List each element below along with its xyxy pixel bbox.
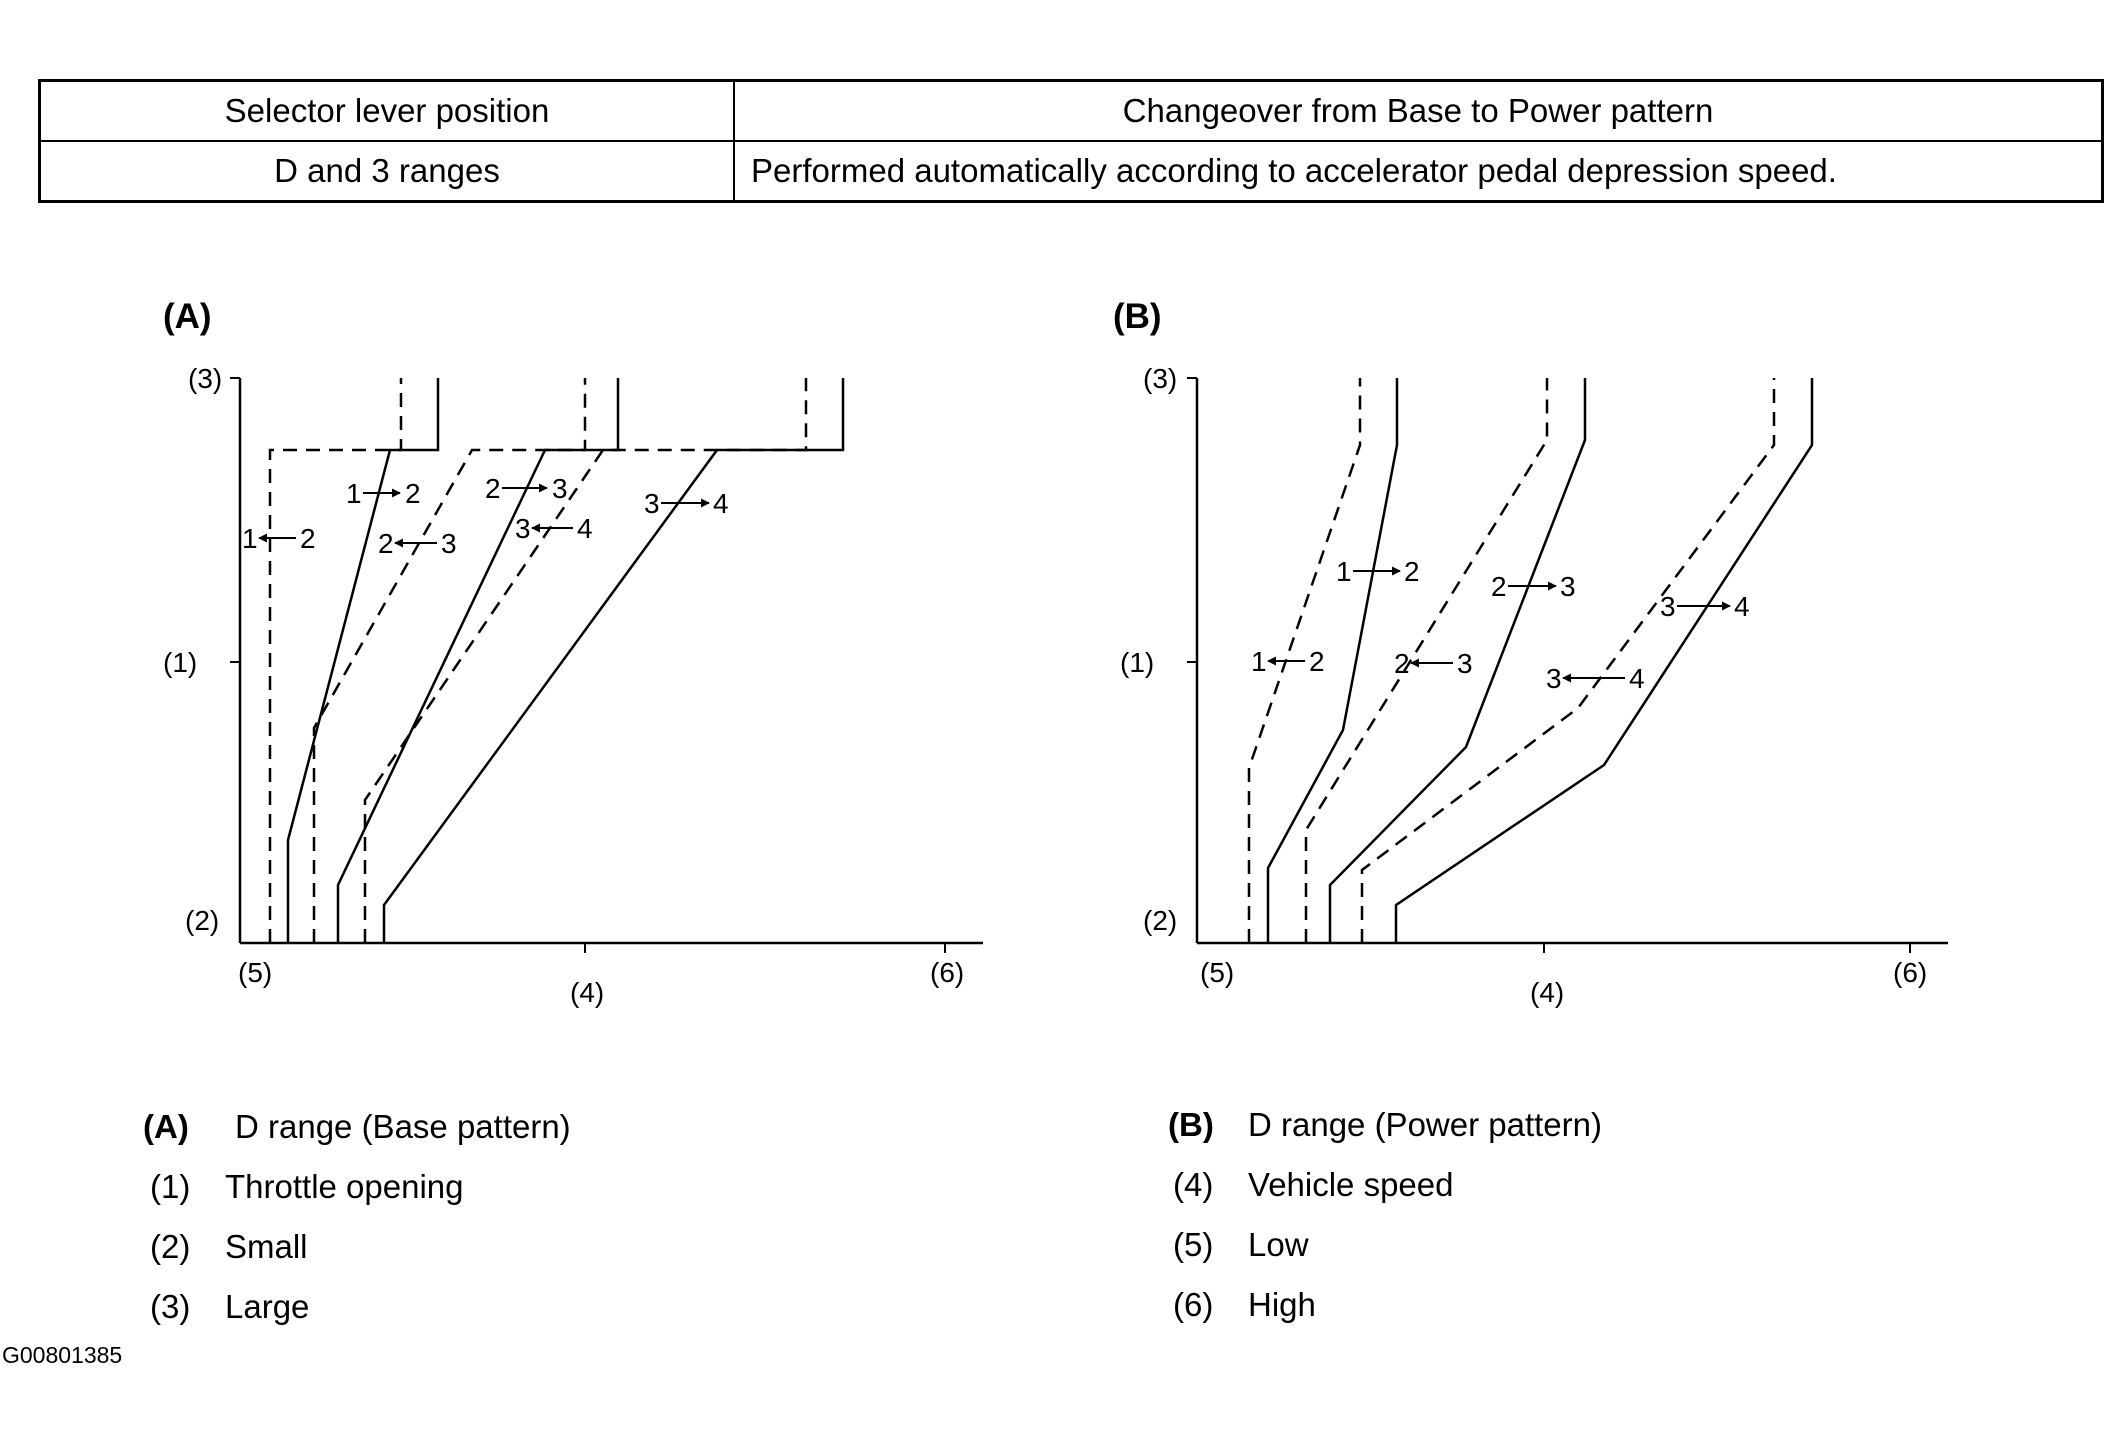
shift-to: 3 xyxy=(1457,648,1473,679)
reference-code: G00801385 xyxy=(2,1342,123,1368)
diagram-a-y-bottom-label: (2) xyxy=(185,905,219,936)
diagram-a-x-right-label: (6) xyxy=(930,957,964,988)
shift-to: 4 xyxy=(713,488,729,519)
shift-to: 4 xyxy=(1629,663,1645,694)
shift-to: 2 xyxy=(405,478,421,509)
shift-from: 3 xyxy=(644,488,660,519)
legend-text: Low xyxy=(1248,1226,1309,1263)
shift-from: 2 xyxy=(1491,571,1507,602)
diagram-b-y-mid-label: (1) xyxy=(1120,647,1154,678)
diagram-a-curve-2-3-up xyxy=(336,378,620,943)
header-selector-position: Selector lever position xyxy=(38,79,735,142)
legend-text: Vehicle speed xyxy=(1248,1166,1454,1203)
diagram-a-shift-label: 1 2 xyxy=(242,523,316,554)
diagram-a-x-left-label: (5) xyxy=(238,957,272,988)
diagram-b-shift-label: 1 2 xyxy=(1336,556,1420,587)
diagram-b-curve-3-4-up xyxy=(1394,378,1814,943)
header-changeover: Changeover from Base to Power pattern xyxy=(733,79,2104,142)
legend-text: High xyxy=(1248,1286,1316,1323)
diagram-b-shift-label: 2 3 xyxy=(1394,648,1473,679)
legend-text: Throttle opening xyxy=(225,1168,464,1205)
shift-to: 4 xyxy=(577,513,593,544)
diagram-a-shift-label: 2 3 xyxy=(378,528,457,559)
diagram-b-curve-1-2-down xyxy=(1247,378,1362,943)
legend-key: (2) xyxy=(150,1228,191,1265)
diagram-b-curve-2-3-down xyxy=(1304,378,1549,943)
diagram-b-shift-label: 3 4 xyxy=(1546,663,1645,694)
diagram-a-label: (A) xyxy=(163,297,212,336)
table-row: D and 3 ranges Performed automatically a… xyxy=(38,140,2104,203)
diagram-a-y-top-label: (3) xyxy=(188,363,222,394)
diagram-b-shift-label: 1 2 xyxy=(1251,646,1325,677)
cell-selector-position: D and 3 ranges xyxy=(38,140,735,203)
shift-from: 2 xyxy=(378,528,394,559)
legend-key: (5) xyxy=(1173,1226,1214,1263)
legend-text: D range (Base pattern) xyxy=(235,1108,571,1145)
spec-table: Selector lever position Changeover from … xyxy=(38,79,2104,203)
legend-text: Small xyxy=(225,1228,308,1265)
legend-key: (B) xyxy=(1168,1106,1214,1143)
diagram-a-shift-label: 1 2 xyxy=(346,478,421,509)
legend-key: (1) xyxy=(150,1168,191,1205)
diagram-b-x-right-label: (6) xyxy=(1893,957,1927,988)
legend-key: (3) xyxy=(150,1288,191,1325)
diagram-a-curve-3-4-down xyxy=(363,378,808,943)
shift-from: 1 xyxy=(242,523,258,554)
shift-from: 2 xyxy=(1394,648,1410,679)
legend-key: (A) xyxy=(143,1108,189,1145)
table-header-row: Selector lever position Changeover from … xyxy=(38,79,2104,142)
diagram-a-shift-label: 2 3 xyxy=(485,473,568,504)
shift-to: 3 xyxy=(1560,571,1576,602)
shift-from: 3 xyxy=(515,513,531,544)
diagram-a-curve-1-2-up xyxy=(286,378,440,943)
cell-changeover: Performed automatically according to acc… xyxy=(733,140,2104,203)
diagram-b-y-bottom-label: (2) xyxy=(1143,905,1177,936)
diagram-a-shift-label: 3 4 xyxy=(515,513,593,544)
diagram-a: (A) (3) (1) (2) (5) (4) (6) 1 2 1 2 xyxy=(163,297,983,1008)
diagram-a-curve-1-2-down xyxy=(268,378,403,943)
diagram-a-y-mid-label: (1) xyxy=(163,647,197,678)
shift-from: 1 xyxy=(1336,556,1352,587)
diagram-a-curve-2-3-down xyxy=(312,378,587,943)
shift-from: 1 xyxy=(346,478,362,509)
diagram-b-x-left-label: (5) xyxy=(1200,957,1234,988)
diagram-b-curve-3-4-down xyxy=(1360,378,1776,943)
shift-to: 2 xyxy=(1404,556,1420,587)
shift-to: 3 xyxy=(552,473,568,504)
diagram-b-label: (B) xyxy=(1113,297,1162,336)
diagram-b-curve-1-2-up xyxy=(1266,378,1399,943)
diagram-b-x-mid-label: (4) xyxy=(1530,977,1564,1008)
diagram-b-curve-2-3-up xyxy=(1328,378,1587,943)
legend-key: (6) xyxy=(1173,1286,1214,1323)
legend-text: D range (Power pattern) xyxy=(1248,1106,1602,1143)
legend-key: (4) xyxy=(1173,1166,1214,1203)
shift-from: 1 xyxy=(1251,646,1267,677)
shift-from: 3 xyxy=(1660,591,1676,622)
diagram-a-curve-3-4-up xyxy=(382,378,845,943)
diagram-a-x-mid-label: (4) xyxy=(570,977,604,1008)
legend-text: Large xyxy=(225,1288,310,1325)
diagram-b-y-top-label: (3) xyxy=(1143,363,1177,394)
shift-to: 2 xyxy=(1309,646,1325,677)
shift-to: 4 xyxy=(1734,591,1750,622)
shift-to: 2 xyxy=(300,523,316,554)
shift-to: 3 xyxy=(441,528,457,559)
diagram-b-shift-label: 2 3 xyxy=(1491,571,1576,602)
shift-from: 3 xyxy=(1546,663,1562,694)
diagram-b: (B) (3) (1) (2) (5) (4) (6) 1 2 1 2 2 xyxy=(1113,297,1948,1008)
shift-from: 2 xyxy=(485,473,501,504)
diagram-a-shift-label: 3 4 xyxy=(644,488,729,519)
diagram-b-shift-label: 3 4 xyxy=(1660,591,1750,622)
